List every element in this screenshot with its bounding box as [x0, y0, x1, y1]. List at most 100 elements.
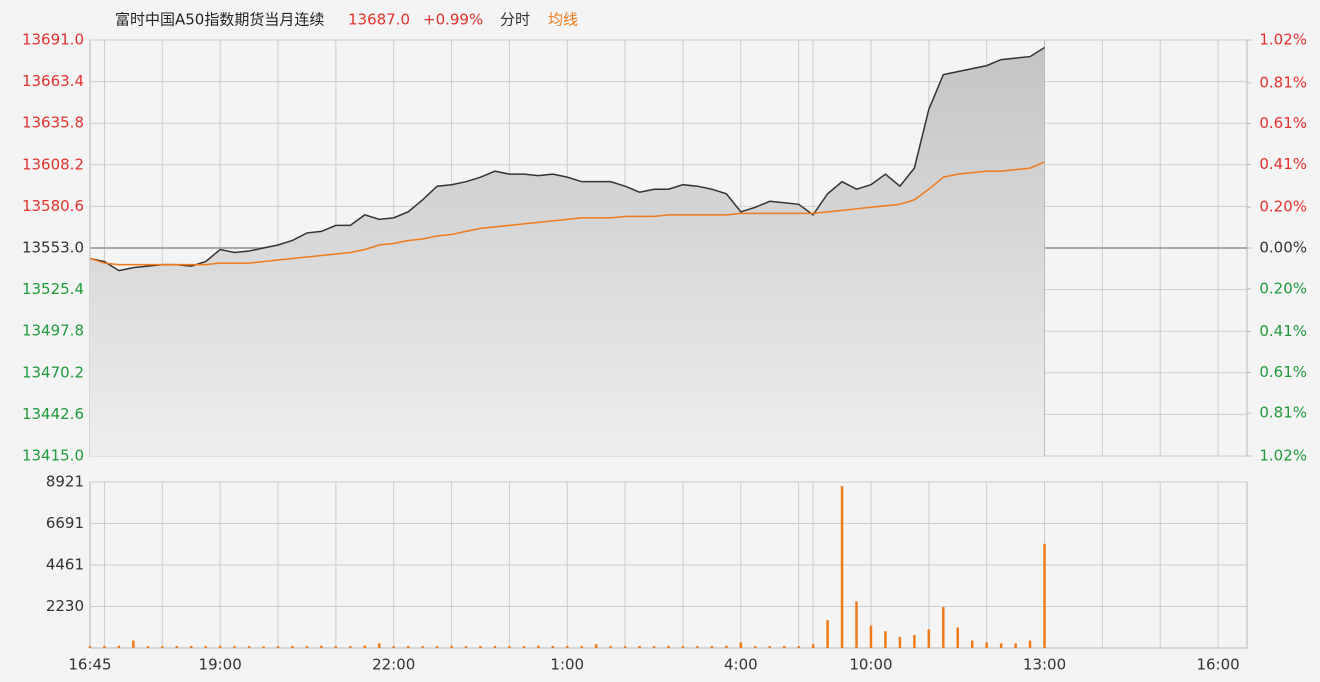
change: +0.99% — [423, 11, 483, 29]
y-tick-label: 13497.8 — [22, 322, 84, 340]
y-tick-label: 8921 — [46, 473, 84, 491]
volume-bar — [768, 646, 771, 648]
volume-bar — [276, 646, 280, 648]
volume-bar — [826, 620, 829, 648]
volume-bar — [464, 646, 468, 648]
y2-tick-label: 0.00% — [1259, 239, 1307, 257]
volume-bar — [869, 625, 873, 648]
volume-bar — [797, 646, 800, 648]
volume-bar — [262, 646, 265, 648]
volume-bar — [88, 646, 92, 648]
volume-bar — [956, 627, 959, 648]
volume-bar — [161, 646, 164, 648]
volume-bar — [739, 642, 743, 648]
volume-bar — [942, 607, 945, 648]
volume-bar — [537, 645, 540, 648]
volume-bar — [1028, 640, 1032, 648]
volume-bar — [189, 645, 193, 648]
volume-bar — [291, 645, 294, 648]
y-tick-label: 13608.2 — [22, 155, 84, 173]
volume-bar — [406, 645, 410, 648]
x-tick-label: 1:00 — [550, 656, 584, 674]
legend-average: 均线 — [548, 11, 578, 29]
average-line — [89, 161, 1045, 266]
volume-bar — [493, 645, 497, 648]
volume-bar — [913, 634, 916, 648]
y2-tick-label: 1.02% — [1259, 447, 1307, 465]
price-area — [90, 47, 1045, 457]
volume-bar — [334, 646, 338, 648]
x-tick-label: 4:00 — [724, 656, 758, 674]
volume-bar — [927, 629, 931, 648]
chart-title: 富时中国A50指数期货当月连续 — [115, 11, 324, 29]
y-tick-label: 13415.0 — [22, 447, 84, 465]
volume-bar — [667, 645, 670, 648]
volume-bar — [782, 645, 786, 648]
volume-bar — [175, 646, 179, 648]
x-tick-label: 13:00 — [1023, 656, 1066, 674]
y-tick-label: 13442.6 — [22, 405, 84, 423]
volume-bar — [363, 645, 367, 648]
x-tick-label: 22:00 — [372, 656, 415, 674]
y-tick-label: 13470.2 — [22, 363, 84, 381]
volume-bar — [146, 646, 150, 648]
volume-bar — [811, 644, 815, 648]
y2-tick-label: 1.02% — [1259, 31, 1307, 49]
volume-bar — [204, 646, 207, 648]
y2-tick-label: 0.81% — [1259, 73, 1307, 91]
volume-bar — [132, 640, 135, 648]
y-tick-label: 13553.0 — [22, 239, 84, 257]
volume-bar — [681, 646, 685, 648]
volume-bar — [594, 644, 598, 648]
volume-bar — [696, 646, 699, 648]
x-tick-label: 16:00 — [1196, 656, 1239, 674]
volume-bar — [884, 631, 887, 648]
volume-bar — [479, 646, 482, 648]
volume-bar — [305, 646, 309, 648]
y2-tick-label: 0.61% — [1259, 363, 1307, 381]
y2-tick-label: 0.81% — [1259, 404, 1307, 422]
y-tick-label: 6691 — [46, 514, 84, 532]
volume-bar — [638, 645, 641, 648]
volume-bar — [392, 646, 395, 648]
y2-tick-label: 0.41% — [1259, 155, 1307, 173]
volume-bar — [320, 645, 323, 648]
legend-price: 分时 — [500, 11, 530, 29]
volume-bar — [522, 646, 526, 648]
volume-bar — [551, 646, 555, 648]
y-tick-label: 13525.4 — [22, 280, 84, 298]
volume-bar — [999, 643, 1003, 648]
quote: 13687.0 — [348, 11, 410, 29]
volume-bar — [985, 642, 988, 648]
volume-bar — [754, 646, 757, 648]
volume-bar — [117, 645, 121, 648]
volume-bar — [247, 646, 251, 648]
volume-bar — [103, 646, 106, 648]
volume-bar — [508, 646, 511, 648]
volume-bar — [421, 646, 424, 648]
volume-bar — [970, 640, 974, 648]
volume-bar — [218, 645, 222, 648]
layer: 19:00 22:00 1:00 4:00 10:00 13:00 16:00 16:45 13… — [22, 31, 1307, 674]
y-tick-label: 4461 — [46, 555, 84, 573]
volume-bar — [378, 643, 381, 648]
volume-bar — [840, 486, 844, 648]
volume-bar — [623, 646, 627, 648]
volume-bar — [450, 645, 453, 648]
x-tick-label: 10:00 — [849, 656, 892, 674]
y-tick-label: 2230 — [46, 597, 84, 615]
y-tick-label: 13635.8 — [22, 114, 84, 132]
volume-bar — [580, 646, 583, 648]
y-tick-label: 13580.6 — [22, 197, 84, 215]
y2-tick-label: 0.20% — [1259, 198, 1307, 216]
y-tick-label: 13663.4 — [22, 72, 84, 90]
volume-bar — [1014, 643, 1017, 648]
volume-bar — [898, 636, 902, 648]
volume-bar — [349, 646, 352, 648]
y-tick-label: 13691.0 — [22, 31, 84, 49]
volume-bar — [725, 645, 728, 648]
volume-bar — [1043, 543, 1046, 648]
volume-bar — [652, 646, 656, 648]
volume-bar — [710, 645, 714, 648]
